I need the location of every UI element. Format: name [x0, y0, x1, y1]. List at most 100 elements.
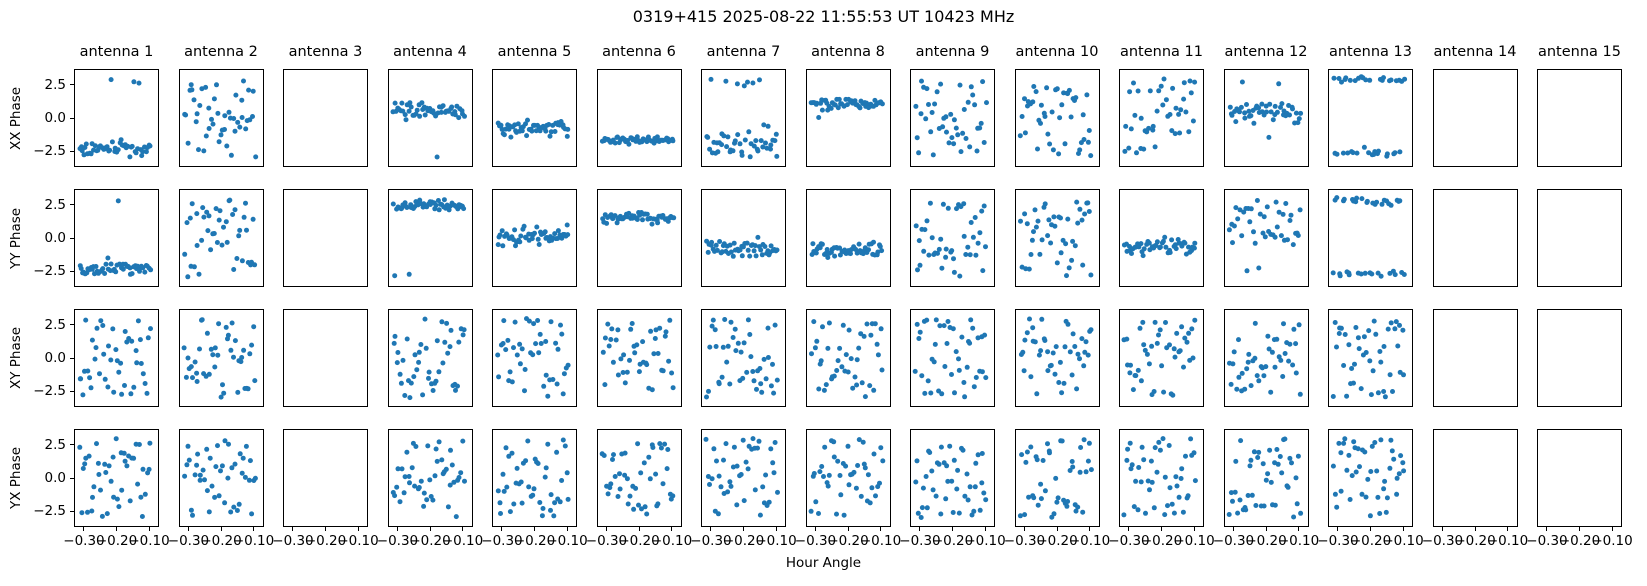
data-point — [1266, 101, 1272, 107]
data-point — [656, 325, 662, 331]
data-point — [557, 499, 563, 505]
panel-xx-antenna-9 — [910, 69, 995, 167]
data-point — [402, 474, 408, 480]
data-point — [89, 337, 95, 343]
data-point — [189, 201, 195, 207]
data-point — [824, 247, 830, 252]
data-point — [559, 478, 565, 483]
scatter-points-yy-antenna-1 — [77, 198, 154, 277]
data-point — [105, 384, 111, 390]
data-point — [770, 460, 776, 466]
data-point — [1191, 245, 1197, 251]
data-point — [719, 249, 725, 255]
data-point — [652, 471, 658, 477]
data-point — [392, 333, 397, 339]
data-point — [228, 465, 234, 471]
data-point — [774, 153, 780, 159]
scatter-points-xy-antenna-1 — [77, 317, 153, 398]
data-point — [1286, 455, 1292, 461]
data-point — [1274, 224, 1280, 230]
x-tick-mark — [880, 527, 882, 531]
data-point — [554, 449, 560, 455]
data-point — [965, 244, 971, 250]
data-point — [614, 327, 620, 333]
data-point — [95, 460, 101, 466]
data-point — [204, 488, 210, 494]
data-point — [705, 474, 711, 479]
data-point — [394, 360, 400, 366]
x-tick-label: −0.20 — [1140, 533, 1183, 549]
data-point — [1374, 199, 1380, 205]
data-point — [1067, 349, 1073, 355]
data-point — [189, 512, 195, 518]
data-point — [402, 112, 408, 118]
x-tick-label: −0.10 — [1068, 533, 1111, 549]
scatter-points-yy-antenna-9 — [913, 200, 988, 279]
data-point — [461, 478, 467, 484]
data-point — [517, 239, 523, 245]
x-tick-mark — [1441, 527, 1443, 531]
data-point — [1343, 75, 1349, 81]
data-point — [609, 457, 615, 462]
data-point — [914, 458, 920, 464]
data-point — [932, 101, 938, 107]
data-point — [948, 111, 954, 117]
data-point — [1122, 148, 1128, 154]
data-point — [1185, 493, 1191, 499]
data-point — [1033, 89, 1039, 95]
data-point — [1279, 374, 1285, 379]
data-point — [856, 437, 862, 443]
data-point — [919, 373, 925, 379]
data-point — [188, 87, 194, 93]
data-point — [447, 482, 453, 488]
data-point — [928, 390, 934, 396]
data-point — [607, 481, 613, 487]
data-point — [1241, 386, 1247, 392]
data-point — [217, 208, 222, 214]
data-point — [934, 89, 940, 95]
data-point — [1050, 147, 1056, 153]
data-point — [222, 438, 227, 444]
y-tick-label: −2.5 — [33, 263, 66, 280]
data-point — [1081, 211, 1087, 217]
data-point — [973, 460, 979, 466]
data-point — [1076, 356, 1082, 362]
data-point — [212, 345, 218, 351]
data-point — [812, 345, 818, 351]
data-point — [967, 252, 973, 258]
data-point — [1074, 504, 1080, 510]
data-point — [546, 122, 552, 127]
data-point — [747, 253, 753, 259]
data-point — [1121, 512, 1127, 518]
data-point — [395, 466, 400, 472]
data-point — [616, 471, 622, 477]
data-point — [1034, 457, 1040, 463]
data-point — [213, 206, 219, 212]
scatter-points-yx-antenna-8 — [808, 437, 885, 518]
data-point — [875, 352, 881, 358]
data-point — [223, 324, 229, 330]
data-point — [746, 129, 752, 135]
data-point — [1045, 217, 1051, 223]
data-point — [1292, 341, 1298, 347]
data-point — [915, 267, 920, 273]
data-point — [1182, 335, 1188, 341]
data-point — [1178, 107, 1184, 113]
data-point — [733, 348, 739, 354]
data-point — [624, 369, 630, 375]
x-tick-mark — [919, 527, 921, 531]
data-point — [1037, 348, 1043, 354]
data-point — [108, 261, 114, 267]
data-point — [1151, 505, 1157, 511]
data-point — [1334, 195, 1340, 201]
x-tick-mark — [1265, 527, 1267, 531]
data-point — [601, 382, 607, 388]
data-point — [108, 77, 114, 83]
data-point — [406, 395, 412, 401]
data-point — [740, 375, 746, 381]
data-point — [189, 375, 195, 381]
data-point — [826, 320, 832, 326]
panel-yy-antenna-10 — [1014, 189, 1100, 287]
x-tick-label: −0.10 — [232, 533, 275, 549]
data-point — [763, 472, 769, 478]
